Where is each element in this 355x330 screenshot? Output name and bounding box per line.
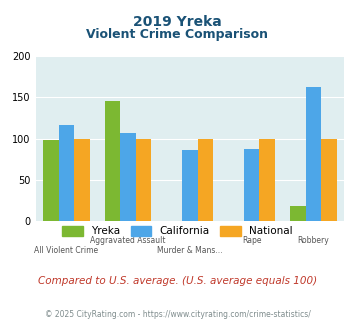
Bar bbox=[182, 150, 198, 221]
Bar bbox=[290, 206, 306, 221]
Bar bbox=[260, 139, 275, 221]
Text: Rape: Rape bbox=[242, 236, 261, 245]
Bar bbox=[198, 139, 213, 221]
Text: Violent Crime Comparison: Violent Crime Comparison bbox=[87, 28, 268, 41]
Text: © 2025 CityRating.com - https://www.cityrating.com/crime-statistics/: © 2025 CityRating.com - https://www.city… bbox=[45, 310, 310, 319]
Bar bbox=[306, 87, 321, 221]
Legend: Yreka, California, National: Yreka, California, National bbox=[58, 222, 297, 241]
Text: Robbery: Robbery bbox=[297, 236, 329, 245]
Bar bbox=[59, 124, 74, 221]
Bar bbox=[74, 139, 89, 221]
Bar bbox=[321, 139, 337, 221]
Text: 2019 Yreka: 2019 Yreka bbox=[133, 15, 222, 29]
Bar bbox=[43, 140, 59, 221]
Bar bbox=[244, 149, 260, 221]
Bar bbox=[136, 139, 151, 221]
Text: All Violent Crime: All Violent Crime bbox=[34, 246, 98, 255]
Text: Murder & Mans...: Murder & Mans... bbox=[157, 246, 223, 255]
Text: Aggravated Assault: Aggravated Assault bbox=[91, 236, 166, 245]
Text: Compared to U.S. average. (U.S. average equals 100): Compared to U.S. average. (U.S. average … bbox=[38, 276, 317, 285]
Bar bbox=[105, 101, 120, 221]
Bar bbox=[120, 133, 136, 221]
